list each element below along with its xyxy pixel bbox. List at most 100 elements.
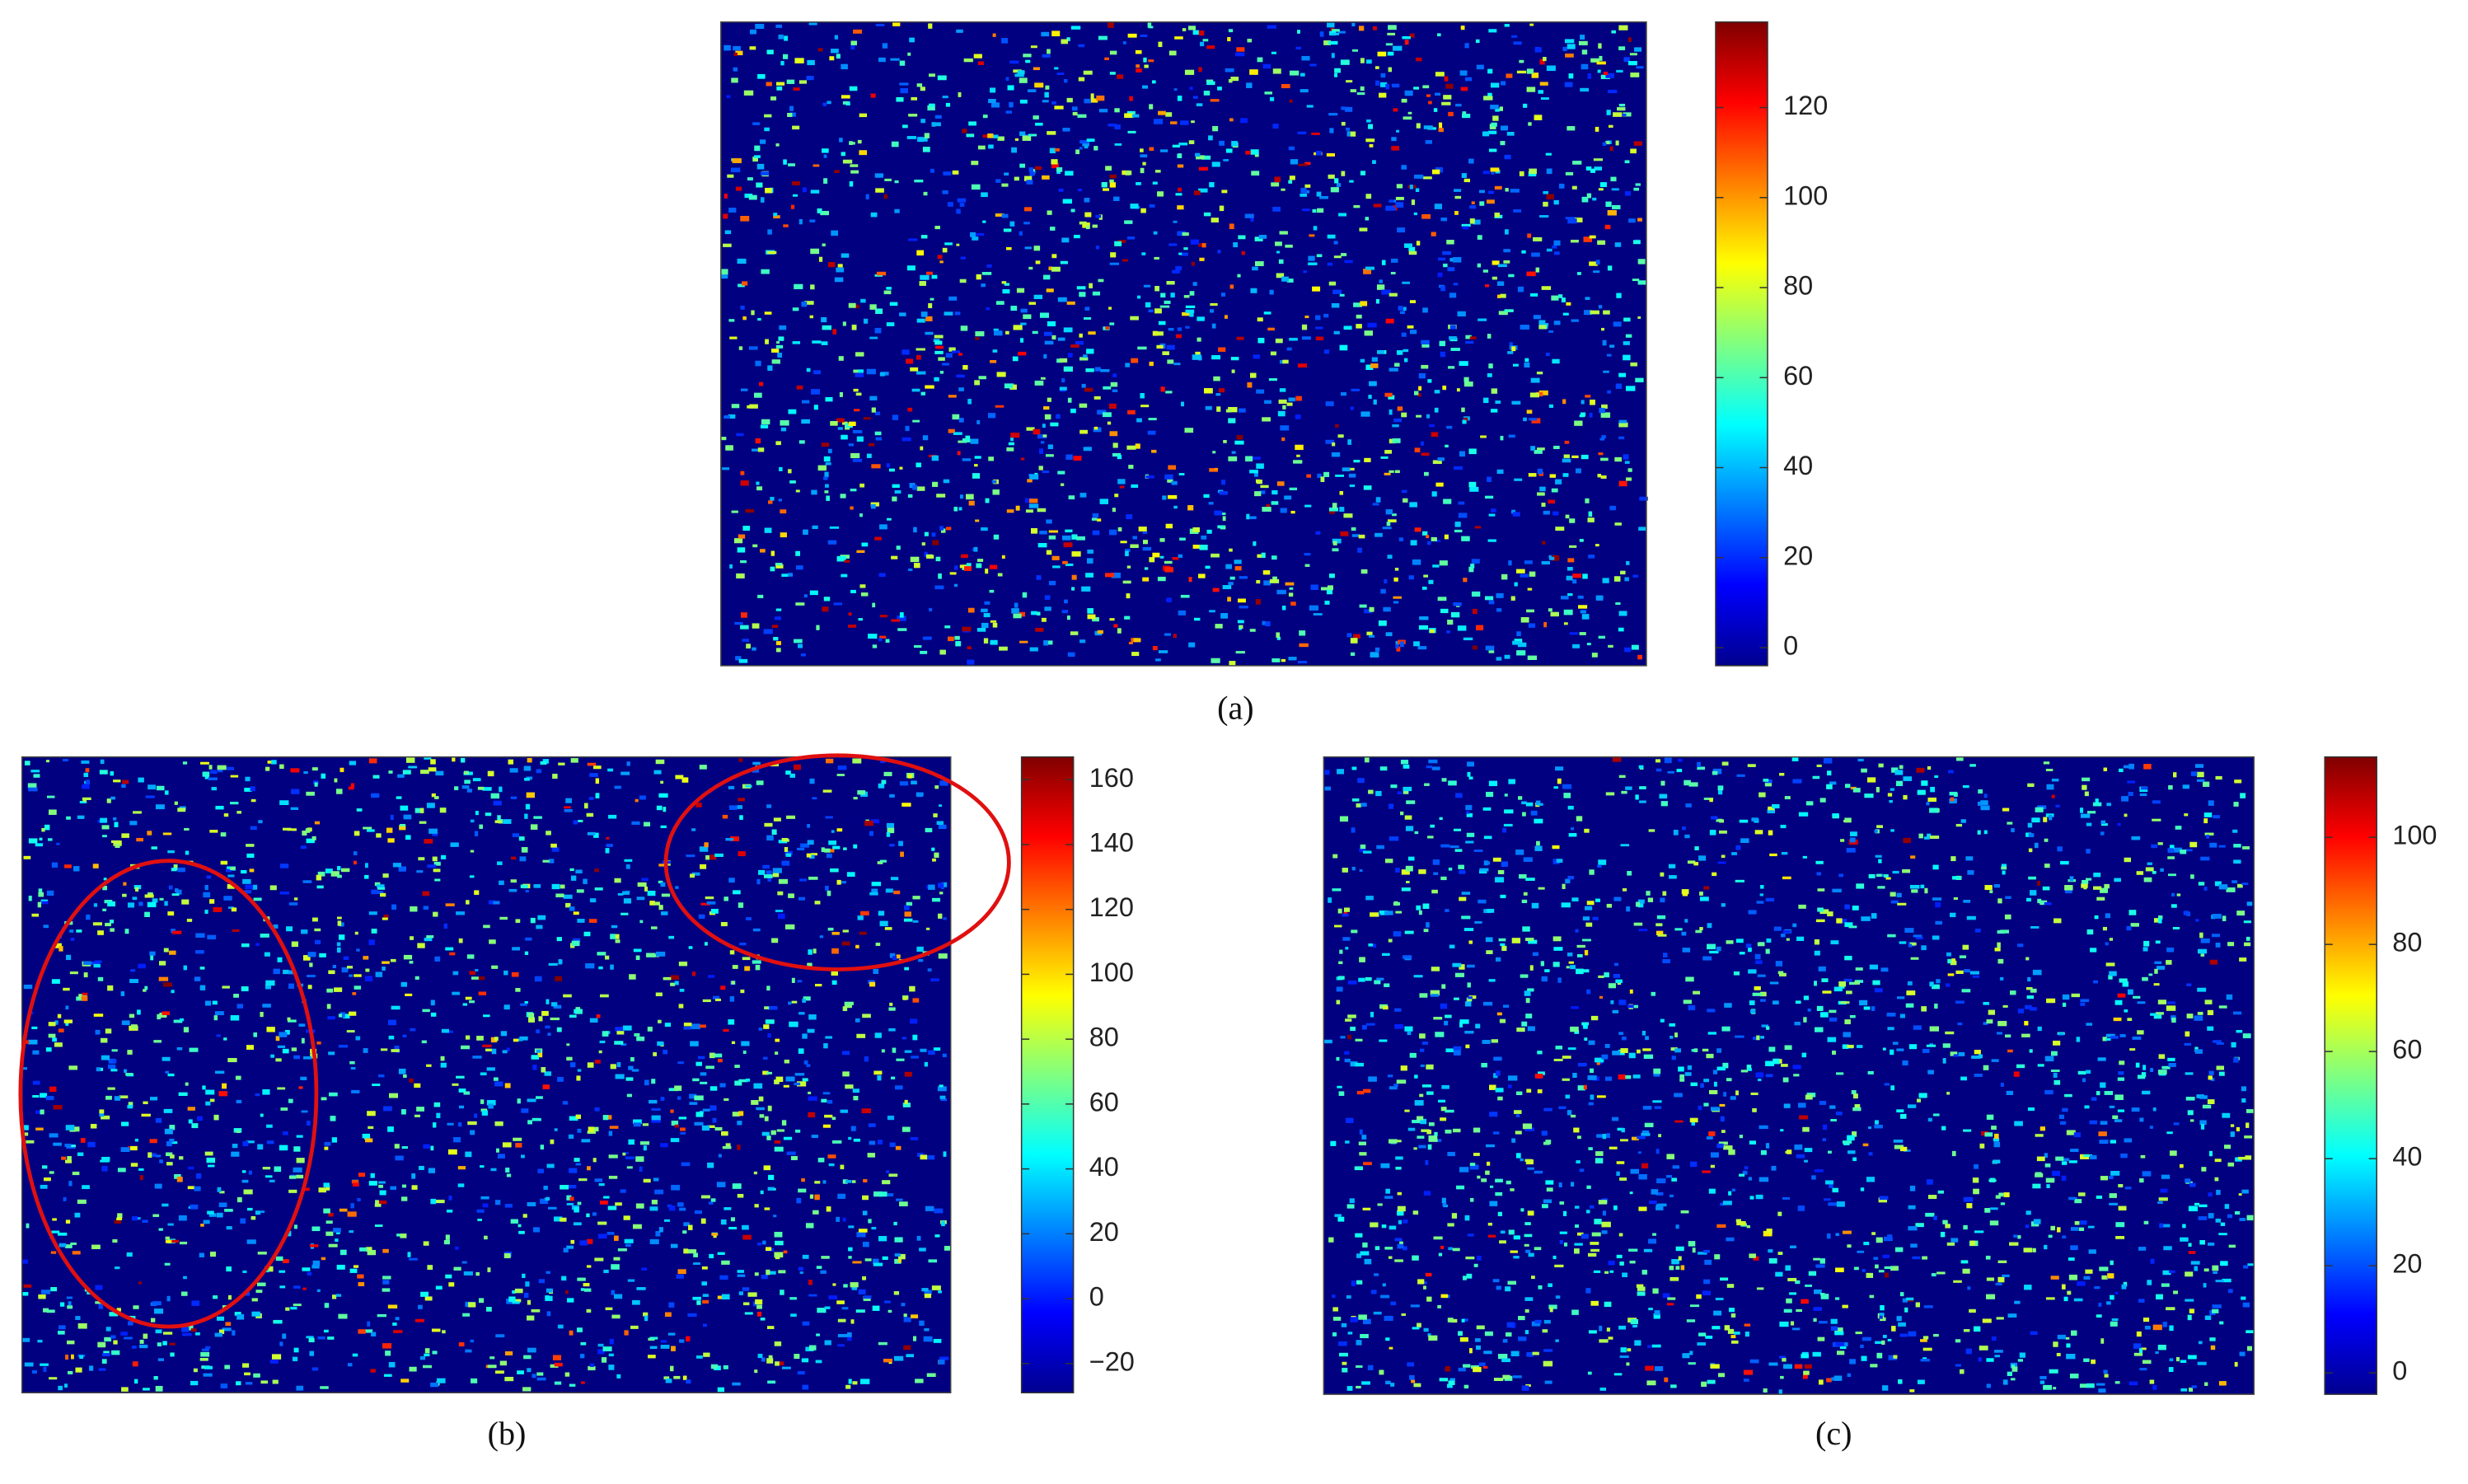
texture-cell [577, 919, 585, 923]
texture-cell [138, 901, 143, 906]
texture-cell [43, 925, 49, 929]
texture-cell [741, 1041, 750, 1046]
texture-cell [738, 1291, 743, 1295]
texture-cell [873, 968, 879, 975]
texture-cell [1411, 199, 1416, 205]
texture-cell [22, 1125, 29, 1131]
texture-cell [754, 145, 761, 152]
texture-cell [884, 178, 892, 181]
texture-cell [934, 785, 939, 789]
texture-cell [904, 967, 910, 971]
texture-cell [1225, 68, 1234, 73]
texture-cell [58, 1385, 63, 1391]
texture-cell [67, 1340, 75, 1345]
texture-cell [1281, 658, 1286, 662]
texture-cell [357, 1274, 364, 1279]
texture-cell [823, 476, 828, 480]
texture-cell [1279, 231, 1288, 235]
texture-cell [792, 341, 800, 344]
texture-cell [1159, 149, 1168, 152]
texture-cell [903, 1313, 907, 1318]
texture-cell [1553, 321, 1561, 325]
texture-cell [1167, 478, 1173, 483]
texture-cell [277, 957, 283, 962]
texture-cell [621, 912, 629, 915]
texture-cell [1211, 658, 1220, 663]
texture-cell [544, 1071, 552, 1076]
texture-cell [90, 1123, 97, 1129]
texture-cell [594, 1107, 600, 1112]
texture-cell [490, 1037, 498, 1043]
texture-cell [1370, 652, 1379, 658]
texture-cell [1178, 143, 1188, 146]
texture-cell [1247, 382, 1253, 388]
texture-cell [643, 822, 651, 826]
texture-cell [1198, 243, 1205, 247]
texture-cell [1590, 58, 1599, 63]
texture-cell [1122, 259, 1129, 262]
texture-cell [971, 161, 979, 166]
texture-cell [649, 1206, 658, 1211]
texture-cell [1308, 255, 1315, 261]
texture-cell [1231, 369, 1235, 373]
texture-cell [416, 1107, 424, 1112]
texture-cell [1032, 330, 1038, 335]
texture-cell [1341, 121, 1346, 126]
texture-cell [975, 337, 980, 340]
texture-cell [2166, 1307, 2175, 1311]
texture-cell [588, 919, 597, 923]
texture-cell [1546, 248, 1552, 252]
texture-cell [587, 1166, 591, 1171]
texture-cell [894, 1237, 903, 1243]
texture-cell [575, 1009, 583, 1014]
texture-cell [1936, 979, 1941, 984]
texture-cell [300, 1076, 307, 1080]
texture-cell [716, 1182, 726, 1187]
texture-cell [185, 1082, 189, 1086]
texture-cell [968, 500, 975, 506]
texture-cell [1401, 412, 1407, 418]
texture-cell [721, 1294, 730, 1300]
texture-cell [1275, 338, 1283, 344]
texture-cell [786, 815, 796, 819]
texture-cell [787, 573, 794, 577]
texture-cell [766, 82, 772, 87]
texture-cell [879, 635, 887, 639]
texture-cell [1864, 793, 1874, 798]
texture-cell [2109, 938, 2114, 941]
texture-cell [1365, 138, 1375, 143]
texture-cell [1353, 205, 1360, 208]
texture-cell [1409, 33, 1415, 38]
texture-cell [527, 1315, 535, 1321]
texture-cell [622, 891, 630, 895]
texture-cell [92, 864, 99, 868]
texture-cell [865, 194, 869, 200]
texture-cell [40, 1109, 44, 1115]
texture-cell [515, 1143, 522, 1148]
texture-cell [1271, 501, 1279, 505]
texture-cell [1312, 208, 1317, 213]
texture-cell [1618, 419, 1627, 424]
texture-cell [1881, 1385, 1889, 1391]
texture-cell [912, 419, 920, 423]
texture-cell [1869, 1294, 1875, 1299]
texture-cell [1569, 518, 1576, 523]
texture-cell [82, 992, 88, 996]
texture-cell [1576, 468, 1581, 474]
texture-cell [1387, 555, 1393, 559]
texture-cell [367, 1249, 377, 1256]
texture-cell [1336, 183, 1342, 187]
texture-cell [1047, 444, 1053, 450]
texture-cell [503, 1004, 510, 1010]
texture-cell [1432, 564, 1440, 568]
texture-cell [546, 999, 550, 1004]
texture-cell [290, 768, 300, 773]
texture-cell [628, 1139, 635, 1145]
texture-cell [214, 1332, 222, 1337]
texture-cell [683, 1027, 691, 1030]
texture-cell [1658, 1203, 1667, 1207]
texture-cell [825, 816, 833, 819]
texture-cell [1381, 1224, 1387, 1229]
texture-cell [934, 1208, 944, 1214]
texture-cell [1616, 293, 1622, 298]
